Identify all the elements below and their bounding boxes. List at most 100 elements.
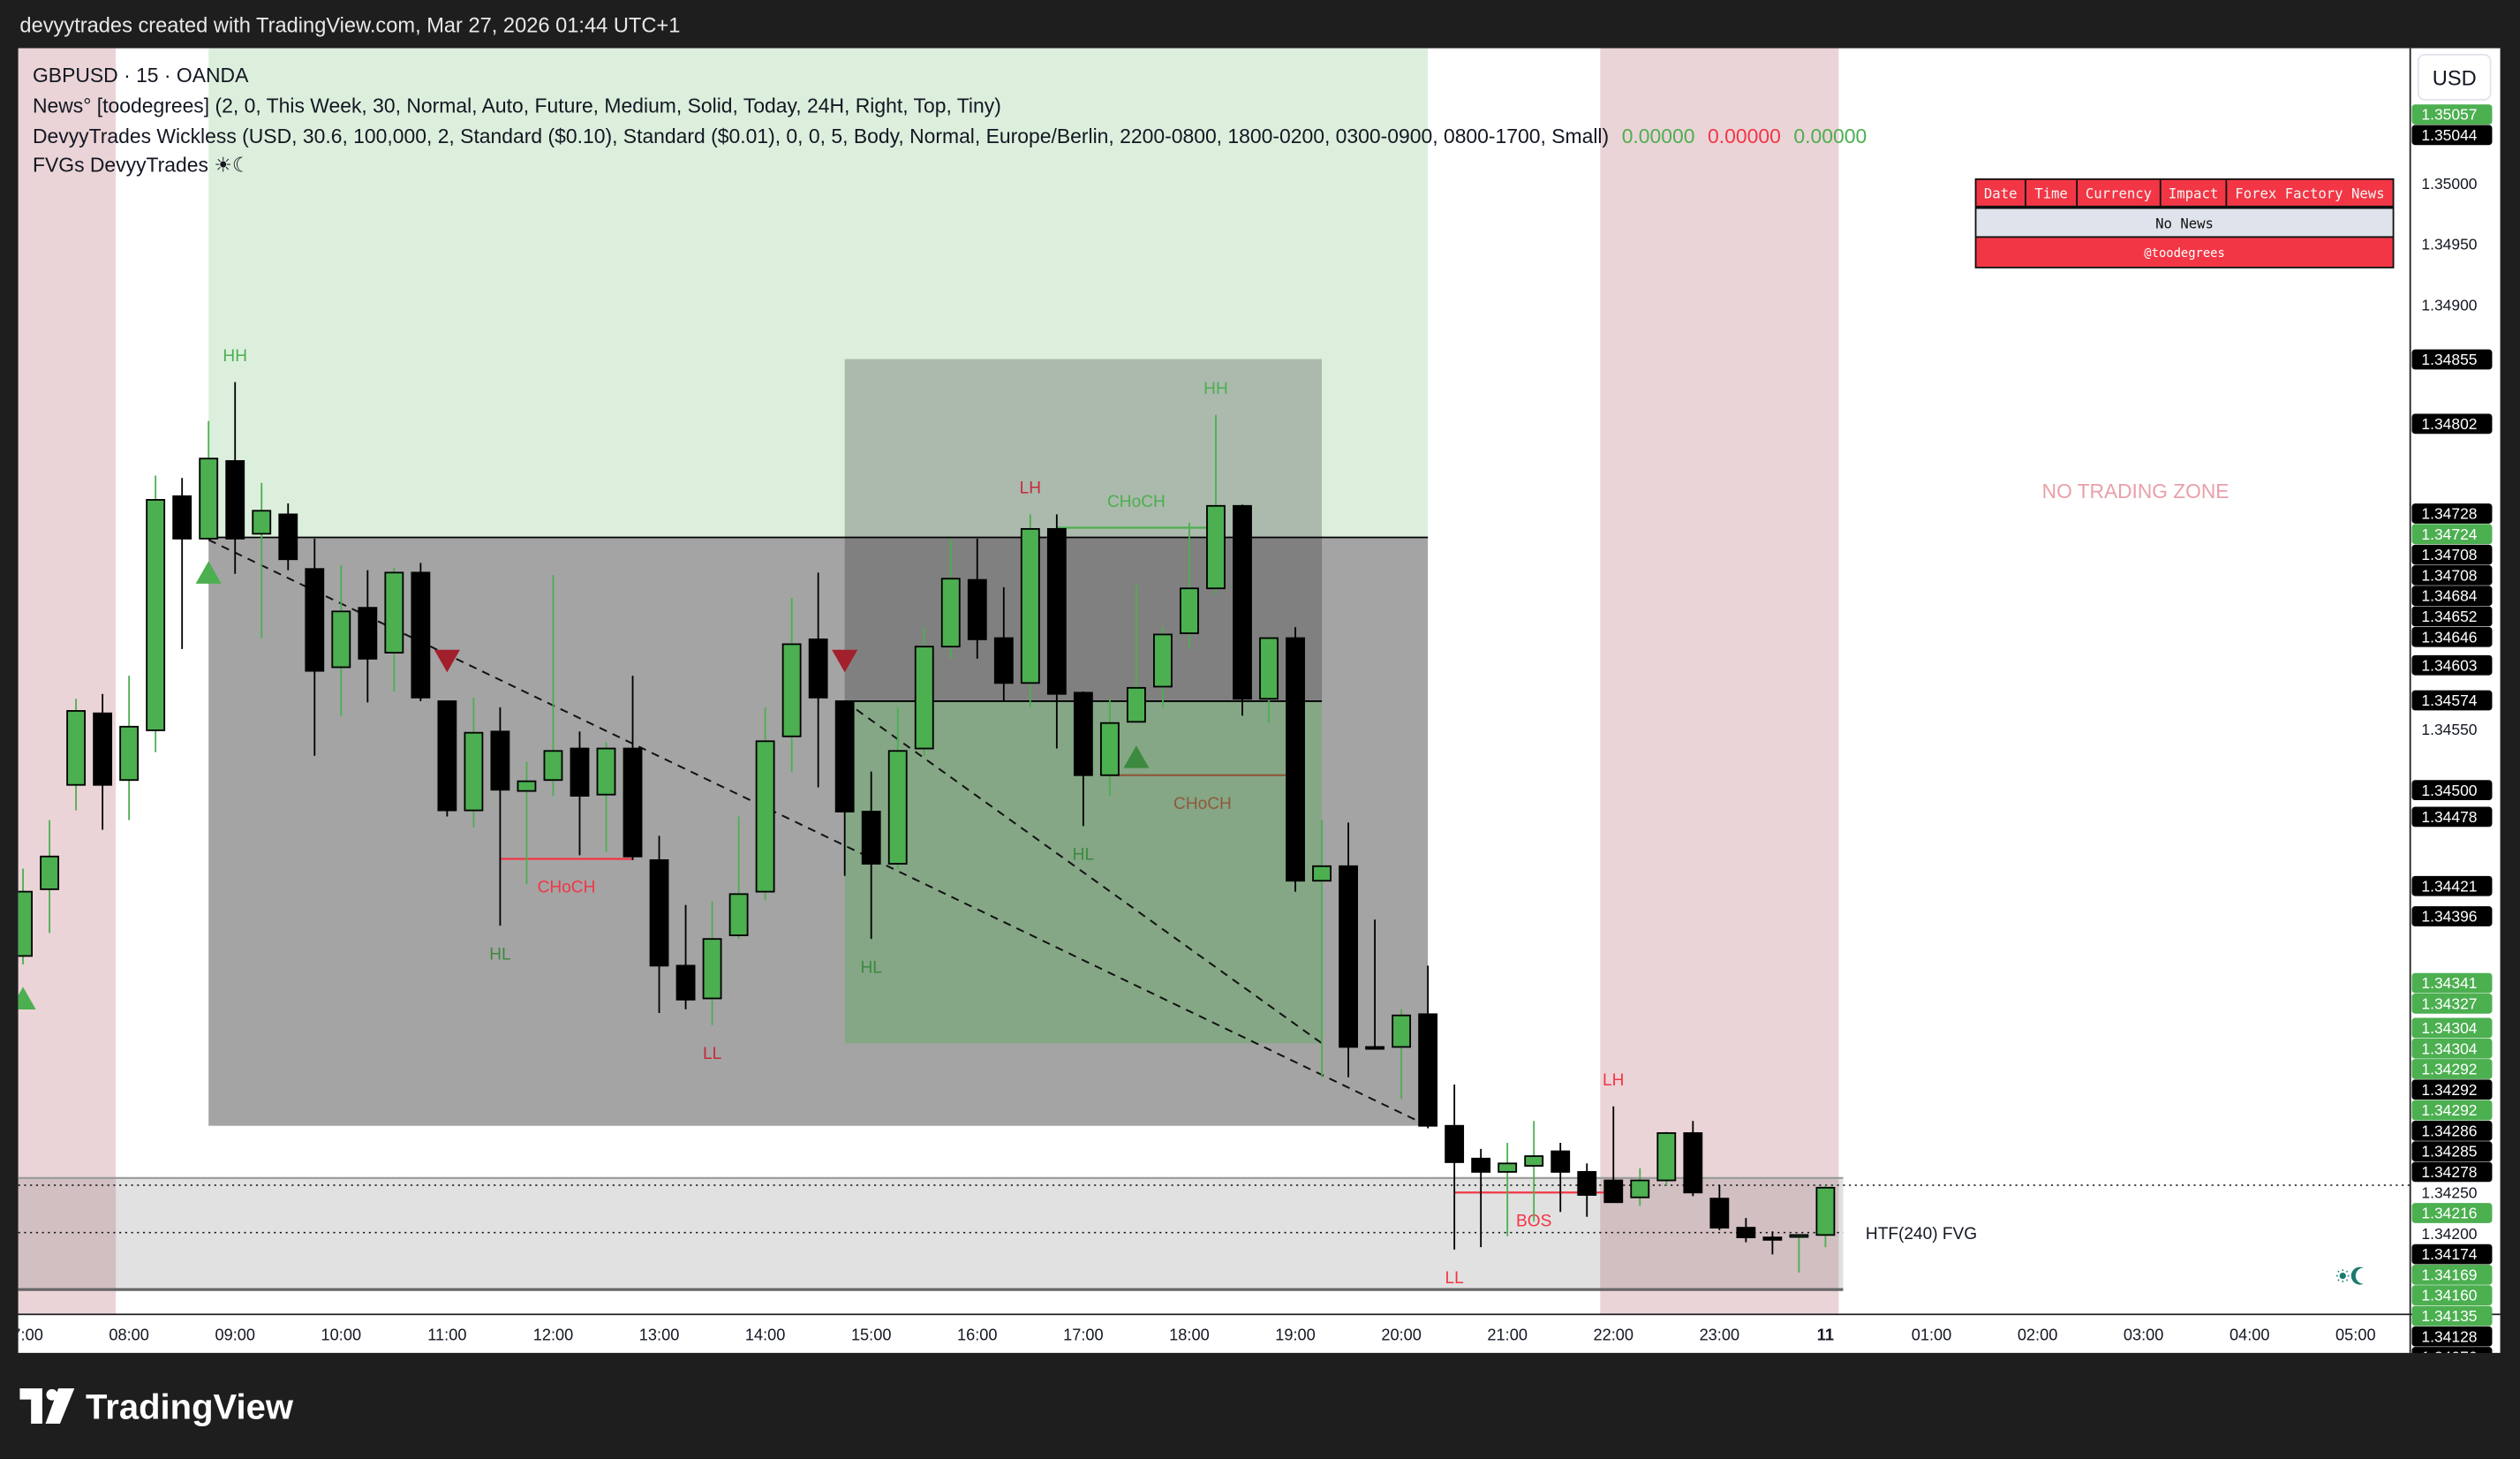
candle[interactable]	[305, 538, 325, 756]
candle[interactable]	[119, 676, 140, 820]
price-tag[interactable]: 1.34286	[2411, 1120, 2493, 1141]
price-tag[interactable]: 1.34724	[2411, 524, 2493, 545]
candle[interactable]	[278, 503, 298, 571]
candle[interactable]	[225, 382, 245, 574]
candle[interactable]	[1020, 514, 1040, 707]
price-tag[interactable]: 1.34304	[2411, 1017, 2493, 1039]
price-tag[interactable]: 1.34292	[2411, 1079, 2493, 1100]
price-tag[interactable]: 1.34708	[2411, 544, 2493, 565]
candle[interactable]	[1498, 1142, 1518, 1236]
candle[interactable]	[1736, 1218, 1756, 1243]
price-tag[interactable]: 1.34684	[2411, 586, 2493, 607]
price-tag[interactable]: 1.34327	[2411, 994, 2493, 1014]
candle[interactable]	[1656, 1131, 1677, 1186]
price-tag[interactable]: 1.35057	[2411, 104, 2493, 125]
candle[interactable]	[66, 699, 87, 811]
candle[interactable]	[1418, 965, 1438, 1129]
price-tag[interactable]: 1.34169	[2411, 1265, 2493, 1285]
candle[interactable]	[1259, 637, 1279, 723]
candle[interactable]	[1683, 1121, 1703, 1197]
candle[interactable]	[1180, 523, 1199, 649]
price-tag[interactable]: 1.34855	[2411, 349, 2493, 370]
candle[interactable]	[914, 627, 934, 756]
price-tag[interactable]: 1.34396	[2411, 906, 2493, 926]
legend-fvg-indicator[interactable]: FVGs DevyyTrades ☀︎☾	[33, 154, 250, 177]
candle[interactable]	[1630, 1168, 1650, 1206]
candle[interactable]	[702, 901, 722, 1025]
price-tag[interactable]: 1.34160	[2411, 1285, 2493, 1306]
candle[interactable]	[543, 575, 563, 797]
candle[interactable]	[728, 816, 749, 940]
candle[interactable]	[14, 868, 33, 965]
candle[interactable]	[887, 707, 908, 869]
price-tag[interactable]: 1.34802	[2411, 413, 2493, 435]
price-tag[interactable]: 1.34574	[2411, 690, 2493, 711]
candle[interactable]	[437, 700, 457, 817]
sun-moon-icon[interactable]	[2335, 1266, 2364, 1285]
candle[interactable]	[252, 482, 272, 639]
currency-button[interactable]: USD	[2417, 53, 2492, 101]
candle[interactable]	[1392, 1009, 1412, 1100]
price-tag[interactable]: 1.34278	[2411, 1161, 2493, 1183]
time-axis[interactable]: 07:00 08:00 09:00 10:00 11:00 12:00 13:00 14:00…	[3, 1326, 2376, 1343]
candle[interactable]	[146, 475, 166, 752]
candle[interactable]	[1789, 1234, 1809, 1273]
candle[interactable]	[993, 586, 1014, 701]
candle[interactable]	[1099, 699, 1120, 797]
currency-button-frame[interactable]	[2417, 53, 2492, 101]
candle[interactable]	[622, 676, 643, 860]
price-tag[interactable]: 1.34500	[2411, 780, 2493, 801]
candle[interactable]	[1126, 585, 1146, 723]
price-tag[interactable]: 1.34646	[2411, 626, 2493, 647]
candle[interactable]	[1603, 1106, 1624, 1204]
candle[interactable]	[1365, 919, 1385, 1050]
price-tag[interactable]: 1.34292	[2411, 1100, 2493, 1121]
candle[interactable]	[596, 742, 616, 852]
candle[interactable]	[675, 904, 696, 1009]
price-tag[interactable]: 1.34478	[2411, 806, 2493, 828]
price-tag[interactable]: 1.35044	[2411, 125, 2493, 146]
price-tag[interactable]: 1.34135	[2411, 1305, 2493, 1327]
candle[interactable]	[1339, 822, 1358, 1077]
candle[interactable]	[1577, 1163, 1597, 1217]
candle[interactable]	[490, 707, 510, 926]
candle[interactable]	[1471, 1148, 1491, 1248]
candle[interactable]	[1815, 1185, 1836, 1248]
price-tag[interactable]: 1.34128	[2411, 1326, 2493, 1347]
candle[interactable]	[1046, 514, 1067, 749]
price-tag[interactable]: 1.34708	[2411, 564, 2493, 586]
candle[interactable]	[967, 538, 987, 659]
price-tag[interactable]: 1.34341	[2411, 972, 2493, 994]
price-tag[interactable]: 1.34603	[2411, 654, 2493, 676]
legend-symbol[interactable]: GBPUSD · 15 · OANDA	[33, 64, 249, 87]
candle[interactable]	[649, 835, 669, 1013]
candle[interactable]	[93, 693, 113, 830]
candle[interactable]	[1073, 691, 1093, 827]
candle[interactable]	[1312, 820, 1332, 1077]
candle[interactable]	[384, 567, 404, 692]
candle[interactable]	[199, 420, 219, 540]
candle[interactable]	[781, 598, 802, 772]
candle[interactable]	[1762, 1231, 1783, 1255]
price-tag[interactable]: 1.34285	[2411, 1141, 2493, 1162]
price-tag[interactable]: 1.34728	[2411, 503, 2493, 524]
candle[interactable]	[331, 565, 351, 716]
candle[interactable]	[1233, 504, 1252, 716]
plot-area[interactable]: HTF(240) FVG NO TRADING ZONE CHoCH CHoCH CHo…	[0, 48, 2411, 1315]
candle[interactable]	[411, 563, 431, 701]
price-tag[interactable]: 1.34174	[2411, 1244, 2493, 1265]
candle[interactable]	[40, 820, 60, 934]
candle[interactable]	[1153, 627, 1173, 707]
candle[interactable]	[834, 700, 855, 876]
price-tag[interactable]: 1.34421	[2411, 875, 2493, 896]
price-tag[interactable]: 1.34292	[2411, 1059, 2493, 1079]
candle[interactable]	[172, 478, 192, 649]
candle[interactable]	[861, 771, 881, 940]
price-tag[interactable]: 1.34304	[2411, 1038, 2493, 1059]
price-tag[interactable]: 1.34652	[2411, 606, 2493, 627]
candle[interactable]	[1524, 1121, 1544, 1222]
candle[interactable]	[755, 707, 775, 901]
candle[interactable]	[808, 572, 828, 788]
candle[interactable]	[1550, 1142, 1571, 1213]
legend-news-indicator[interactable]: News° [toodegrees] (2, 0, This Week, 30,…	[33, 94, 1001, 117]
